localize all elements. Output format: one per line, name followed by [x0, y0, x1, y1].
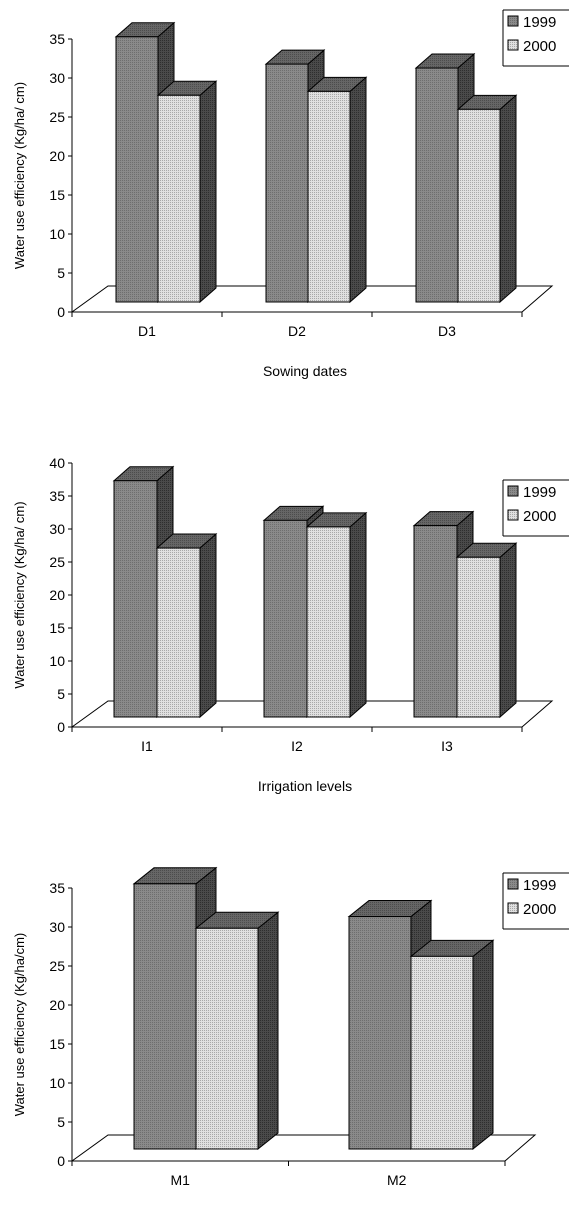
x-tick-label: D2 [288, 323, 306, 339]
bar-side-face [472, 939, 494, 1151]
legend-label-1999: 1999 [523, 484, 556, 501]
legend-swatch-2000 [507, 39, 519, 51]
chart-2: 0 5 10 15 20 25 30 35 40 I1 I2 I3 Water use efficien… [12, 455, 569, 794]
bar-front-face [265, 63, 309, 303]
bar-side-face [499, 94, 517, 304]
bar-side-face [349, 511, 367, 719]
bar-front-face [348, 916, 412, 1150]
y-tick-label: 0 [57, 304, 65, 320]
x-axis-title: Irrigation levels [258, 778, 352, 794]
y-tick-label: 20 [49, 587, 65, 603]
bar-front-face [157, 94, 201, 303]
y-tick-label: 10 [49, 226, 65, 242]
chart-3: 0 5 10 15 20 25 30 35 M1 M2 Water use efficiency (… [12, 866, 569, 1188]
y-tick-label: 30 [49, 521, 65, 537]
y-axis-title: Water use efficiency (Kg/ha/ cm) [12, 501, 27, 688]
x-tick-label: I1 [141, 738, 153, 754]
x-tick-label: D1 [138, 323, 156, 339]
y-axis-title: Water use efficiency (Kg/ha/cm) [12, 933, 27, 1117]
bar-front-face [410, 955, 474, 1150]
bar-front-face [133, 883, 197, 1150]
y-tick-label: 40 [49, 455, 65, 471]
legend-swatch-1999 [507, 878, 519, 890]
bar-I2-2000 [305, 511, 368, 719]
bar-I1-2000 [155, 532, 218, 719]
x-tick-label: I2 [291, 738, 303, 754]
x-tick-label: D3 [438, 323, 456, 339]
y-tick-label: 0 [57, 1153, 65, 1169]
y-tick-label: 35 [49, 488, 65, 504]
x-tick-label: M1 [171, 1172, 191, 1188]
legend-swatch-1999 [507, 485, 519, 497]
y-tick-label: 10 [49, 1075, 65, 1091]
y-tick-label: 35 [49, 31, 65, 47]
y-tick-label: 25 [49, 554, 65, 570]
bar-front-face [113, 480, 158, 718]
bar-I3-2000 [455, 542, 518, 719]
legend: 1999 2000 [502, 9, 569, 67]
y-tick-label: 15 [49, 187, 65, 203]
y-tick-label: 20 [49, 997, 65, 1013]
bar-side-face [499, 542, 517, 719]
y-tick-label: 25 [49, 958, 65, 974]
legend-swatch-2000 [507, 509, 519, 521]
bar-side-face [199, 80, 217, 304]
bar-front-face [415, 67, 459, 303]
y-tick-label: 30 [49, 919, 65, 935]
bar-front-face [263, 519, 308, 718]
bar-front-face [457, 108, 501, 303]
y-tick-label: 5 [57, 686, 65, 702]
bar-front-face [456, 556, 501, 718]
y-tick-label: 25 [49, 109, 65, 125]
x-tick-label: I3 [441, 738, 453, 754]
bar-M2-2000 [409, 939, 495, 1151]
legend-label-1999: 1999 [523, 14, 556, 31]
legend-label-2000: 2000 [523, 508, 556, 525]
bar-front-face [306, 526, 351, 718]
chart-1: 0 5 10 15 20 25 30 35 D1 D2 D3 Water use efficiency… [12, 9, 569, 379]
x-axis-title: Sowing dates [263, 363, 347, 379]
bar-D3-2000 [456, 94, 518, 304]
bar-side-face [257, 911, 279, 1151]
legend: 1999 2000 [502, 872, 569, 930]
bar-side-face [349, 76, 367, 304]
y-tick-label: 10 [49, 653, 65, 669]
y-tick-label: 15 [49, 620, 65, 636]
y-tick-label: 20 [49, 148, 65, 164]
bar-side-face [199, 532, 217, 719]
legend-label-2000: 2000 [523, 901, 556, 918]
y-tick-label: 5 [57, 1114, 65, 1130]
y-tick-label: 15 [49, 1036, 65, 1052]
legend-swatch-1999 [507, 15, 519, 27]
legend-swatch-2000 [507, 902, 519, 914]
legend-label-1999: 1999 [523, 877, 556, 894]
legend: 1999 2000 [502, 479, 569, 537]
y-tick-label: 30 [49, 70, 65, 86]
legend-label-2000: 2000 [523, 38, 556, 55]
bar-M1-2000 [194, 911, 280, 1151]
y-tick-label: 0 [57, 719, 65, 735]
y-tick-label: 35 [49, 880, 65, 896]
y-tick-label: 5 [57, 265, 65, 281]
bar-D2-2000 [306, 76, 368, 304]
bar-D1-2000 [156, 80, 218, 304]
bar-front-face [156, 547, 201, 718]
x-tick-label: M2 [387, 1172, 407, 1188]
bar-front-face [413, 525, 458, 718]
y-axis-title: Water use efficiency (Kg/ha/ cm) [12, 82, 27, 269]
bar-front-face [195, 927, 259, 1150]
bar-front-face [115, 36, 159, 303]
bar-front-face [307, 90, 351, 303]
